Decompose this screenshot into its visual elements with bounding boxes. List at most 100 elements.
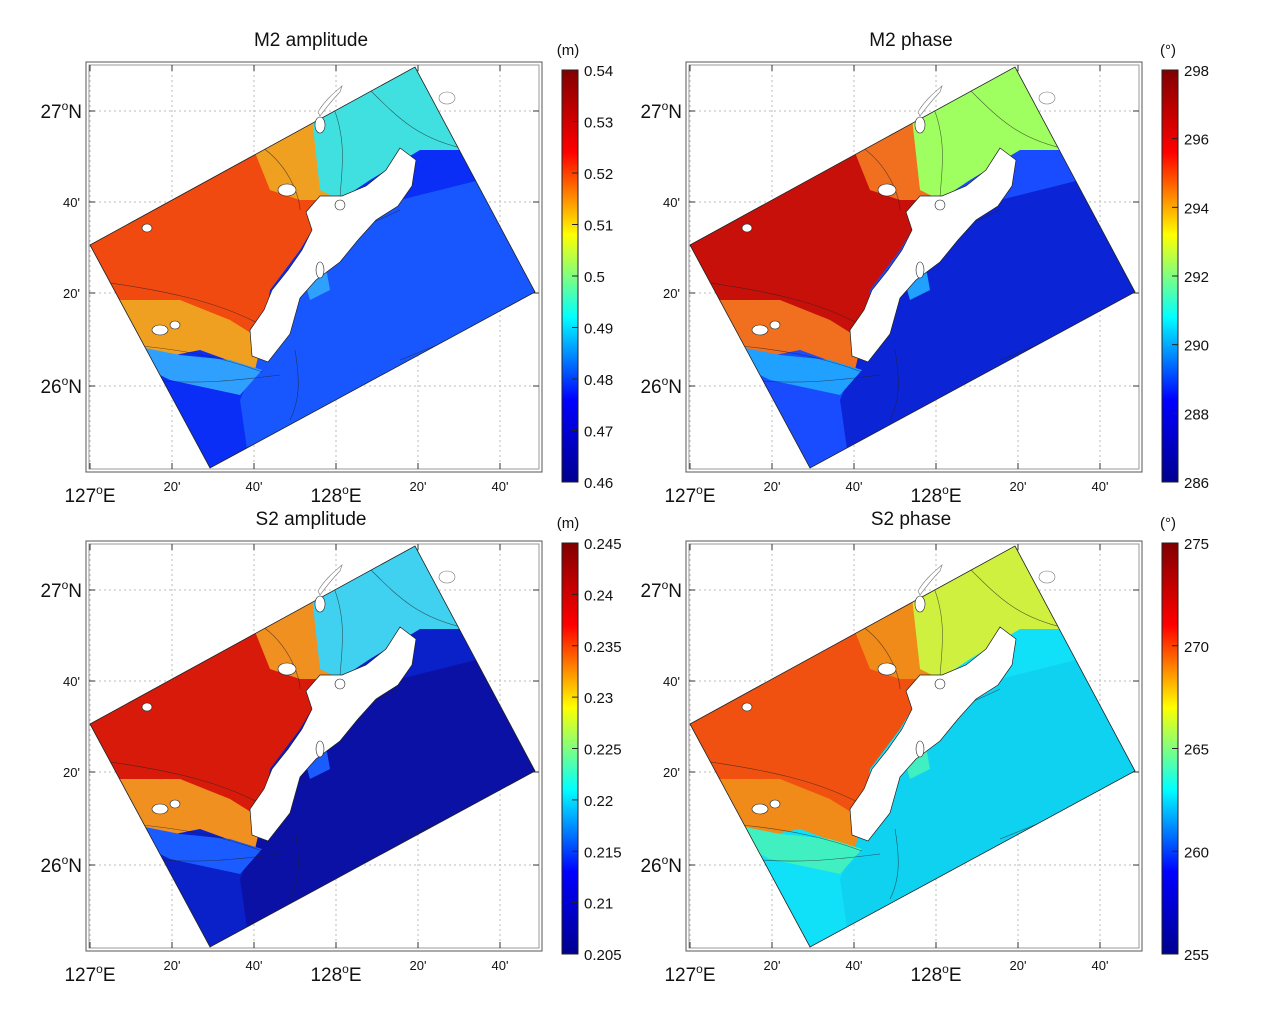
small-island (169, 320, 181, 330)
x-label-hemisphere: E (349, 486, 362, 507)
degree-symbol: o (696, 483, 703, 497)
small-island (741, 223, 753, 233)
x-label-deg: 128 (310, 965, 342, 986)
colorbar-tick-label: 0.215 (584, 844, 622, 861)
x-label-hemisphere: E (703, 486, 716, 507)
x-axis-label: 20' (764, 479, 781, 494)
small-island (877, 183, 897, 197)
colorbar-unit: (m) (557, 515, 580, 532)
contour-region-east (240, 639, 535, 947)
y-label-deg: 26 (640, 856, 661, 877)
degree-symbol: o (342, 483, 349, 497)
contour-line (969, 568, 1071, 630)
degree-symbol: o (942, 962, 949, 976)
panel-title: M2 phase (869, 30, 952, 51)
small-island (277, 662, 297, 676)
colorbar-tick-label: 0.47 (584, 424, 613, 441)
small-island (334, 678, 346, 690)
colorbar-tick-label: 0.53 (584, 115, 613, 132)
contour-region-southwest-shelf (130, 824, 262, 874)
y-label-deg: 27 (640, 581, 661, 602)
x-label-deg: 128 (310, 486, 342, 507)
contour-line (90, 758, 271, 810)
y-label-deg: 27 (40, 102, 61, 123)
colorbar-unit: (°) (1160, 42, 1176, 59)
x-axis-label: 20' (410, 958, 427, 973)
small-island (151, 803, 169, 815)
x-axis-label: 20' (1010, 479, 1027, 494)
degree-symbol: o (62, 853, 69, 867)
contour-region-east (840, 160, 1135, 468)
y-label-deg: 26 (640, 377, 661, 398)
x-label-hemisphere: E (103, 486, 116, 507)
colorbar-tick-label: 0.225 (584, 742, 622, 759)
degree-symbol: o (96, 962, 103, 976)
contour-line (329, 578, 343, 680)
contour-line (690, 758, 871, 810)
x-axis-label: 20' (164, 479, 181, 494)
contour-line (149, 853, 281, 862)
y-label-hemisphere: N (68, 856, 82, 877)
small-island (751, 324, 769, 336)
y-label-hemisphere: N (68, 102, 82, 123)
contour-line (749, 853, 881, 862)
small-island (915, 740, 925, 758)
model-domain-outline (689, 66, 1136, 469)
contour-region-southwest-shelf (730, 345, 862, 395)
colorbar-tick-label: 0.54 (584, 63, 613, 80)
contour-line (369, 568, 471, 630)
contour-line (690, 279, 871, 331)
outside-island (317, 564, 343, 596)
x-axis-label: 40' (246, 479, 263, 494)
colorbar-tick-label: 0.235 (584, 639, 622, 656)
colorbar-tick-label: 260 (1184, 844, 1209, 861)
y-axis-label: 20' (663, 765, 680, 780)
x-label-hemisphere: E (949, 486, 962, 507)
degree-symbol: o (662, 374, 669, 388)
x-axis-label: 128oE (310, 962, 361, 986)
degree-symbol: o (62, 99, 69, 113)
degree-symbol: o (62, 578, 69, 592)
okinawa-island (849, 147, 1017, 363)
colorbar-tick-label: 0.49 (584, 321, 613, 338)
x-label-hemisphere: E (949, 965, 962, 986)
outside-island (438, 570, 456, 584)
small-island (769, 320, 781, 330)
contour-region-east (240, 160, 535, 468)
small-island (169, 799, 181, 809)
degree-symbol: o (62, 374, 69, 388)
x-label-hemisphere: E (703, 965, 716, 986)
okinawa-island (249, 626, 417, 842)
y-axis-label: 27oN (40, 578, 82, 602)
panel-title: S2 amplitude (256, 509, 367, 530)
y-label-deg: 27 (40, 581, 61, 602)
map-frame-inner (688, 543, 1140, 949)
colorbar-unit: (m) (557, 42, 580, 59)
colorbar-tick-label: 290 (1184, 338, 1209, 355)
colorbar-tick-label: 0.51 (584, 218, 613, 235)
x-axis-label: 127oE (664, 483, 715, 507)
panel-title: M2 amplitude (254, 30, 368, 51)
colorbar-tick-label: 286 (1184, 475, 1209, 492)
y-label-deg: 26 (40, 377, 61, 398)
colorbar-tick-label: 0.5 (584, 269, 605, 286)
x-axis-label: 127oE (64, 962, 115, 986)
x-axis-label: 40' (1092, 479, 1109, 494)
model-domain-outline (89, 545, 536, 948)
y-axis-label: 26oN (640, 853, 682, 877)
x-label-deg: 127 (664, 965, 696, 986)
small-island (914, 116, 926, 134)
x-label-deg: 128 (910, 486, 942, 507)
colorbar-tick-label: 275 (1184, 536, 1209, 553)
colorbar-tick-label: 270 (1184, 639, 1209, 656)
degree-symbol: o (662, 99, 669, 113)
colorbar-tick-label: 255 (1184, 947, 1209, 964)
colorbar-tick-label: 0.205 (584, 947, 622, 964)
x-label-hemisphere: E (349, 965, 362, 986)
colorbar-tick-label: 0.21 (584, 896, 613, 913)
y-axis-label: 26oN (640, 374, 682, 398)
x-axis-label: 127oE (664, 962, 715, 986)
x-axis-label: 40' (1092, 958, 1109, 973)
model-domain-outline (89, 66, 536, 469)
